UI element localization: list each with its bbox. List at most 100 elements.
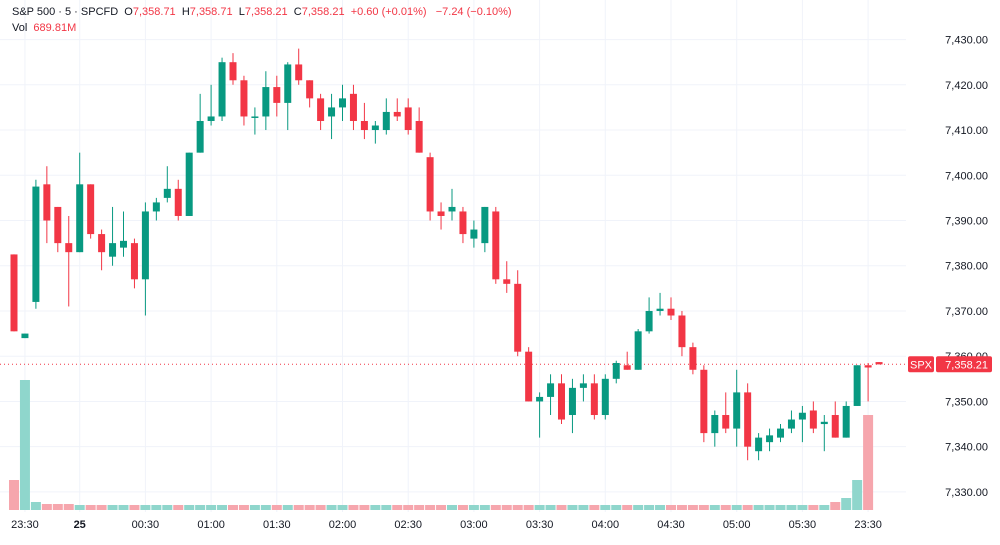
candle-body — [481, 206, 489, 244]
candle — [558, 374, 565, 425]
candle-body — [240, 80, 248, 117]
volume-bar — [545, 505, 556, 510]
candle — [196, 93, 204, 153]
x-tick-label: 25 — [74, 519, 86, 531]
candle — [492, 206, 500, 284]
volume-bar — [228, 505, 238, 510]
volume-bar — [184, 505, 195, 510]
change-value-2: −7.24 (−0.10%) — [435, 6, 512, 18]
candle — [678, 310, 686, 357]
candle-body — [130, 243, 138, 280]
candle — [185, 152, 193, 216]
price-axis[interactable]: 7,330.007,340.007,350.007,360.007,370.00… — [945, 35, 988, 499]
volume-bar — [118, 505, 129, 510]
volume-bar — [392, 505, 403, 510]
candle — [766, 428, 774, 452]
volume-bar — [698, 505, 709, 510]
candle — [820, 415, 828, 452]
candle — [459, 206, 467, 244]
candle-body — [689, 347, 697, 370]
candle — [744, 383, 752, 461]
candle — [349, 84, 357, 131]
candle — [798, 405, 806, 443]
volume-bar — [567, 505, 578, 510]
volume-bar — [644, 505, 655, 510]
candle-body — [98, 234, 106, 253]
candle — [382, 98, 390, 135]
candle-body — [152, 202, 160, 212]
volume-bar — [74, 505, 85, 510]
volume-bar — [863, 415, 874, 510]
candle-body — [43, 184, 51, 221]
volume-bar — [720, 505, 731, 510]
candle-body — [525, 351, 533, 402]
time-axis[interactable]: 23:30 25 00:30 01:00 01:30 02:00 02:30 03:00 03:… — [11, 519, 882, 531]
candle-body — [798, 412, 806, 420]
volume-bar — [490, 505, 501, 510]
candle-body — [536, 396, 544, 402]
candle — [98, 229, 106, 271]
volume-bar — [140, 505, 151, 510]
candle-body — [590, 383, 598, 416]
candle-body — [645, 310, 653, 332]
x-tick-label: 23:30 — [854, 519, 882, 531]
volume-bar — [260, 505, 271, 510]
candle — [590, 374, 598, 420]
x-tick-label: 00:30 — [132, 519, 160, 531]
volume-bar — [687, 505, 698, 510]
volume-bar — [600, 505, 611, 510]
candle — [831, 401, 839, 438]
x-tick-label: 03:30 — [526, 519, 554, 531]
volume-bar — [523, 505, 534, 510]
volume-bar — [611, 505, 622, 510]
volume-bar — [676, 505, 687, 510]
volume-bar — [195, 505, 206, 510]
candle-body — [623, 365, 631, 370]
candle-body — [733, 392, 741, 429]
volume-bar — [479, 505, 490, 510]
volume-bar — [19, 380, 30, 510]
volume-bar — [151, 505, 162, 510]
candle — [339, 84, 346, 121]
candle-body — [448, 206, 456, 212]
candle — [568, 378, 576, 434]
symbol-label[interactable]: S&P 500 · 5 · SPCFD — [12, 6, 119, 18]
candle — [65, 215, 73, 307]
volume-bar — [249, 505, 260, 510]
volume-bar — [742, 505, 753, 510]
volume-bar — [731, 505, 742, 510]
candle — [54, 206, 62, 253]
volume-bar — [753, 505, 764, 510]
candle — [809, 401, 817, 434]
candle-body — [853, 365, 861, 406]
candle — [875, 362, 883, 365]
candle — [152, 197, 160, 221]
y-tick-label: 7,420.00 — [945, 80, 988, 92]
volume-bar — [447, 505, 457, 510]
candle-body — [87, 184, 95, 235]
candle-body — [317, 98, 325, 121]
candle — [141, 202, 149, 316]
volume-bar — [217, 505, 228, 510]
candle — [634, 329, 642, 370]
candle-body — [218, 62, 226, 117]
candle — [503, 261, 511, 293]
volume-bar — [381, 505, 392, 510]
x-tick-label: 05:00 — [723, 519, 751, 531]
candle-body — [229, 62, 237, 81]
volume-bar — [30, 502, 41, 510]
candle-body — [10, 254, 18, 332]
candle-body — [295, 64, 303, 81]
candle — [32, 179, 40, 309]
x-tick-label: 23:30 — [11, 519, 39, 531]
volume-bar — [534, 505, 545, 510]
legend-ohlc-row: S&P 500 · 5 · SPCFD O7,358.71 H7,358.71 … — [12, 4, 512, 20]
volume-bar — [655, 505, 666, 510]
volume-bar — [96, 505, 107, 510]
x-tick-label: 05:30 — [789, 519, 817, 531]
candle-body — [32, 186, 40, 302]
candle — [10, 254, 18, 332]
volume-bar — [41, 504, 52, 510]
